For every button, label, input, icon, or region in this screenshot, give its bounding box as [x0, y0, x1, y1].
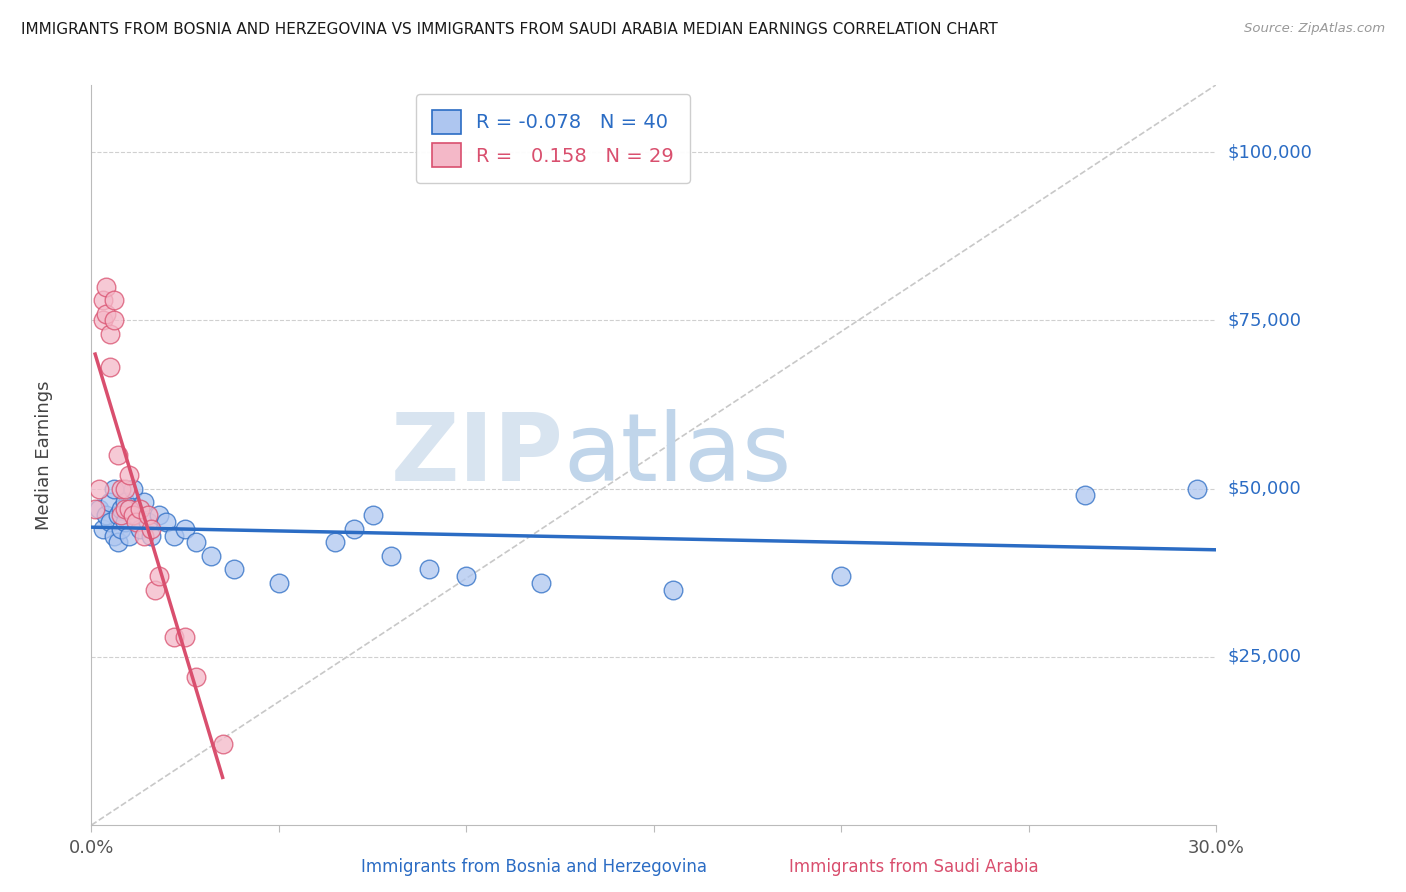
- Point: [163, 529, 186, 543]
- Point: [110, 482, 132, 496]
- Point: [186, 535, 208, 549]
- Point: [380, 549, 402, 563]
- Point: [323, 535, 346, 549]
- Point: [155, 515, 177, 529]
- Point: [1187, 482, 1209, 496]
- Point: [143, 582, 166, 597]
- Point: [222, 562, 245, 576]
- Point: [267, 575, 290, 590]
- Point: [96, 508, 118, 523]
- Text: $100,000: $100,000: [1227, 143, 1312, 161]
- Point: [96, 279, 118, 293]
- Point: [129, 501, 152, 516]
- Point: [456, 569, 478, 583]
- Point: [107, 448, 129, 462]
- Point: [118, 468, 141, 483]
- Point: [148, 569, 170, 583]
- Point: [174, 630, 197, 644]
- Point: [110, 501, 132, 516]
- Point: [121, 508, 143, 523]
- Text: $50,000: $50,000: [1227, 480, 1301, 498]
- Point: [114, 482, 136, 496]
- Text: atlas: atlas: [564, 409, 792, 501]
- Point: [129, 522, 152, 536]
- Point: [132, 529, 155, 543]
- Point: [114, 501, 136, 516]
- Point: [96, 307, 118, 321]
- Point: [91, 313, 114, 327]
- Point: [530, 575, 553, 590]
- Point: [91, 293, 114, 307]
- Point: [118, 529, 141, 543]
- Point: [107, 535, 129, 549]
- Point: [141, 522, 163, 536]
- Text: ZIP: ZIP: [391, 409, 564, 501]
- Text: $75,000: $75,000: [1227, 311, 1302, 329]
- Text: IMMIGRANTS FROM BOSNIA AND HERZEGOVINA VS IMMIGRANTS FROM SAUDI ARABIA MEDIAN EA: IMMIGRANTS FROM BOSNIA AND HERZEGOVINA V…: [21, 22, 998, 37]
- Point: [110, 508, 132, 523]
- Point: [107, 508, 129, 523]
- Point: [200, 549, 222, 563]
- Point: [343, 522, 366, 536]
- Point: [141, 529, 163, 543]
- Text: Source: ZipAtlas.com: Source: ZipAtlas.com: [1244, 22, 1385, 36]
- Point: [103, 313, 125, 327]
- Text: Immigrants from Bosnia and Herzegovina: Immigrants from Bosnia and Herzegovina: [361, 858, 707, 876]
- Point: [148, 508, 170, 523]
- Point: [98, 326, 121, 341]
- Point: [103, 293, 125, 307]
- Text: Immigrants from Saudi Arabia: Immigrants from Saudi Arabia: [789, 858, 1039, 876]
- Point: [211, 737, 233, 751]
- Point: [87, 482, 110, 496]
- Point: [136, 515, 159, 529]
- Point: [121, 482, 143, 496]
- Point: [103, 482, 125, 496]
- Point: [830, 569, 852, 583]
- Point: [136, 508, 159, 523]
- Point: [91, 522, 114, 536]
- Point: [114, 495, 136, 509]
- Point: [114, 515, 136, 529]
- Point: [125, 515, 148, 529]
- Point: [118, 501, 141, 516]
- Point: [418, 562, 440, 576]
- Point: [98, 360, 121, 375]
- Point: [110, 522, 132, 536]
- Text: Median Earnings: Median Earnings: [35, 380, 53, 530]
- Point: [174, 522, 197, 536]
- Point: [1074, 488, 1097, 502]
- Point: [87, 501, 110, 516]
- Point: [98, 495, 121, 509]
- Point: [361, 508, 384, 523]
- Point: [84, 501, 107, 516]
- Point: [103, 529, 125, 543]
- Text: $25,000: $25,000: [1227, 648, 1302, 665]
- Legend: R = -0.078   N = 40, R =   0.158   N = 29: R = -0.078 N = 40, R = 0.158 N = 29: [416, 95, 689, 183]
- Point: [118, 501, 141, 516]
- Point: [125, 508, 148, 523]
- Point: [186, 670, 208, 684]
- Point: [98, 515, 121, 529]
- Point: [132, 495, 155, 509]
- Point: [661, 582, 683, 597]
- Point: [163, 630, 186, 644]
